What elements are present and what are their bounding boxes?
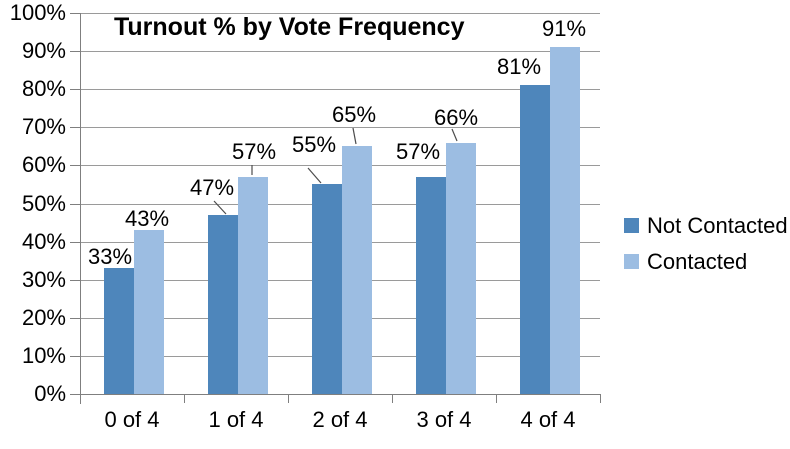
legend-swatch-contacted — [624, 254, 639, 269]
y-tick-30 — [70, 279, 80, 281]
x-tick-0 — [80, 394, 81, 403]
x-tick-3 — [392, 394, 393, 403]
bar-contacted-2-of-4 — [342, 146, 372, 394]
x-tick-2 — [288, 394, 289, 403]
y-tick-label-80: 80% — [21, 76, 66, 102]
y-tick-40 — [70, 241, 80, 243]
y-tick-label-10: 10% — [21, 342, 66, 368]
bar-not-contacted-2-of-4 — [312, 184, 342, 394]
x-category-label-0-of-4: 0 of 4 — [104, 407, 160, 432]
gridline-60 — [80, 165, 600, 167]
gridline-100 — [80, 13, 600, 14]
data-label-not-contacted-3-of-4: 57% — [395, 138, 441, 164]
bar-contacted-4-of-4 — [550, 47, 580, 394]
y-axis-line — [80, 13, 81, 404]
gridline-80 — [80, 89, 600, 91]
y-tick-90 — [70, 51, 80, 53]
y-tick-100 — [70, 13, 80, 14]
y-tick-label-0: 0% — [34, 381, 66, 406]
legend-swatch-not-contacted — [624, 218, 639, 233]
x-category-label-2-of-4: 2 of 4 — [312, 407, 368, 432]
data-label-not-contacted-4-of-4: 81% — [496, 54, 542, 80]
x-category-label-3-of-4: 3 of 4 — [416, 407, 472, 432]
bar-contacted-1-of-4 — [238, 176, 268, 394]
leader-line-3 — [352, 127, 357, 145]
leader-line-2 — [307, 167, 322, 184]
x-axis-line — [70, 394, 600, 395]
y-tick-80 — [70, 89, 80, 91]
y-tick-0 — [70, 394, 80, 395]
y-tick-50 — [70, 203, 80, 205]
bar-not-contacted-4-of-4 — [520, 85, 550, 394]
legend-label-contacted: Contacted — [647, 249, 748, 274]
x-category-label-1-of-4: 1 of 4 — [208, 407, 264, 432]
bar-not-contacted-0-of-4 — [104, 268, 134, 394]
y-tick-label-40: 40% — [21, 228, 66, 254]
y-tick-label-20: 20% — [21, 304, 66, 330]
y-tick-60 — [70, 165, 80, 167]
data-label-contacted-0-of-4: 43% — [124, 206, 170, 232]
data-label-contacted-3-of-4: 66% — [433, 104, 479, 130]
x-tick-4 — [496, 394, 497, 403]
leader-line-4 — [451, 128, 458, 142]
legend-item-not-contacted: Not Contacted — [624, 213, 788, 238]
y-tick-label-90: 90% — [21, 38, 66, 64]
bar-contacted-0-of-4 — [134, 230, 164, 394]
bar-not-contacted-1-of-4 — [208, 214, 238, 394]
x-tick-5 — [600, 394, 601, 403]
data-label-not-contacted-0-of-4: 33% — [87, 244, 133, 270]
legend-item-contacted: Contacted — [624, 249, 748, 274]
x-category-label-4-of-4: 4 of 4 — [520, 407, 576, 432]
y-tick-label-100: 100% — [9, 0, 66, 25]
y-tick-label-30: 30% — [21, 266, 66, 292]
y-tick-10 — [70, 355, 80, 357]
data-label-contacted-4-of-4: 91% — [541, 16, 587, 42]
bar-not-contacted-3-of-4 — [416, 176, 446, 394]
y-tick-20 — [70, 317, 80, 319]
chart-title: Turnout % by Vote Frequency — [114, 13, 465, 41]
legend-label-not-contacted: Not Contacted — [647, 213, 788, 238]
x-tick-1 — [184, 394, 185, 403]
data-label-contacted-1-of-4: 57% — [231, 138, 277, 164]
y-tick-label-50: 50% — [21, 190, 66, 216]
bar-contacted-3-of-4 — [446, 142, 476, 394]
y-tick-70 — [70, 127, 80, 129]
y-tick-label-60: 60% — [21, 152, 66, 178]
gridline-70 — [80, 127, 600, 129]
y-tick-label-70: 70% — [21, 114, 66, 140]
data-label-not-contacted-1-of-4: 47% — [189, 174, 235, 200]
data-label-contacted-2-of-4: 65% — [331, 102, 377, 128]
gridline-90 — [80, 51, 600, 53]
data-label-not-contacted-2-of-4: 55% — [291, 132, 337, 158]
